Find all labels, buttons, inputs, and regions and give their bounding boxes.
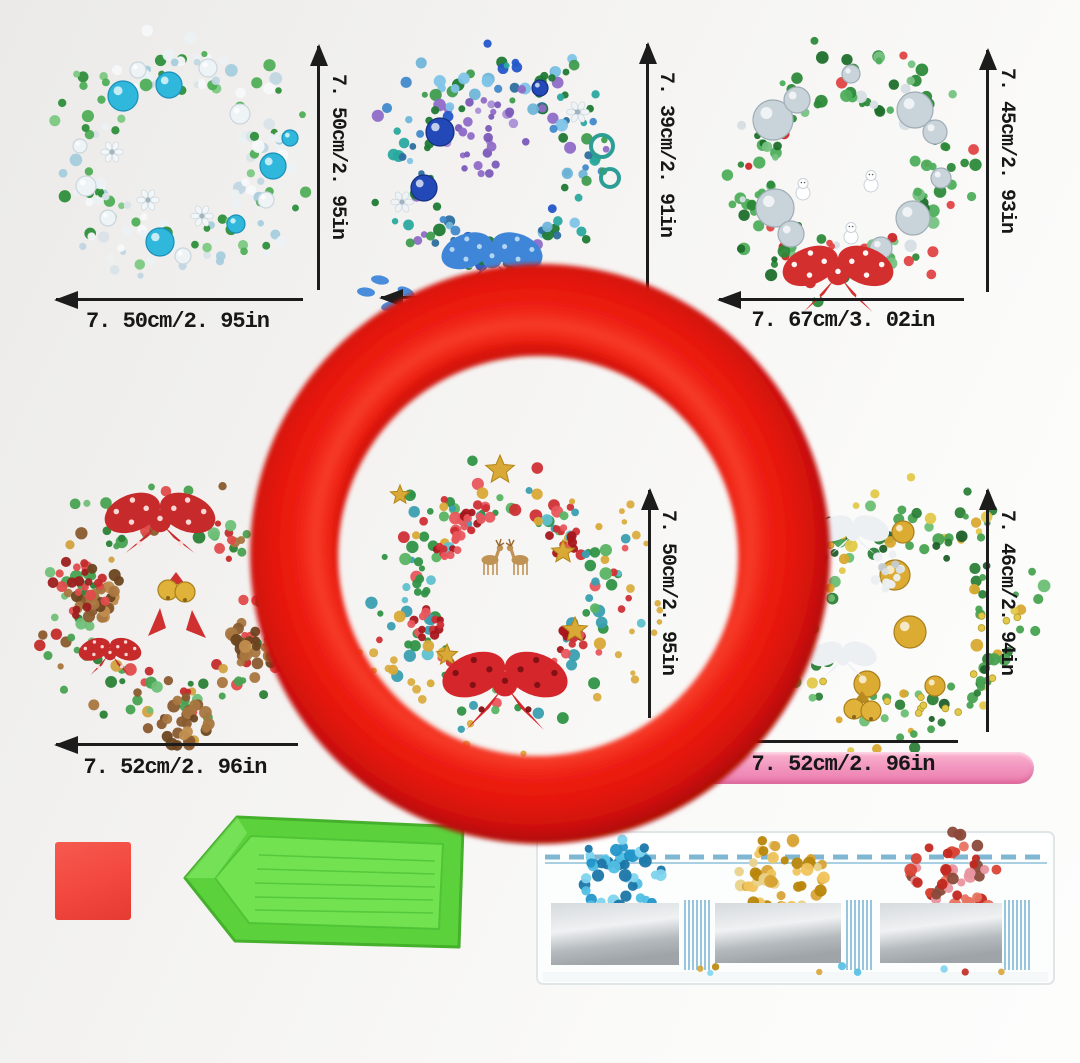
wreath3-width-arrow	[717, 290, 964, 309]
red-wax-square	[55, 842, 131, 920]
wreath-top-middle-blue-purple	[357, 30, 633, 320]
pink-drill-pen	[700, 752, 1034, 784]
wreath2-height-label: 7. 39cm/2. 91in	[654, 72, 677, 238]
wreath4-width-arrow	[54, 735, 298, 754]
wreath6-width-arrow	[756, 740, 958, 743]
wreath1-width-arrow	[54, 290, 303, 309]
wreath5-height-arrow	[640, 488, 659, 718]
wreath1-height-label: 7. 50cm/2. 95in	[326, 74, 349, 240]
diamond-beads-bag	[535, 826, 1060, 995]
green-drill-tray	[175, 803, 475, 960]
wreath6-height-label: 7. 46cm/2. 94in	[995, 510, 1018, 676]
wreath5-height-label: 7. 50cm/2. 95in	[656, 510, 679, 676]
wreath2-height-arrow	[638, 42, 657, 292]
wreath6-width-label: 7. 52cm/2. 96in	[751, 752, 935, 777]
wreath3-width-label: 7. 67cm/3. 02in	[751, 308, 935, 333]
wreath-top-left-white-teal	[45, 24, 315, 295]
wreath-center-reindeer	[356, 440, 664, 758]
wreath3-height-label: 7. 45cm/2. 93in	[995, 68, 1018, 234]
wreath-bottom-right-gold	[761, 455, 1052, 793]
wreath3-height-arrow	[978, 48, 997, 292]
wreath1-width-label: 7. 50cm/2. 95in	[85, 309, 270, 334]
wreath4-width-label: 7. 52cm/2. 96in	[83, 755, 267, 780]
wreath1-height-arrow	[309, 44, 328, 290]
red-round-frame	[235, 248, 855, 873]
wreath-top-right-red-green	[708, 30, 983, 342]
wreath6-height-arrow	[978, 488, 997, 732]
